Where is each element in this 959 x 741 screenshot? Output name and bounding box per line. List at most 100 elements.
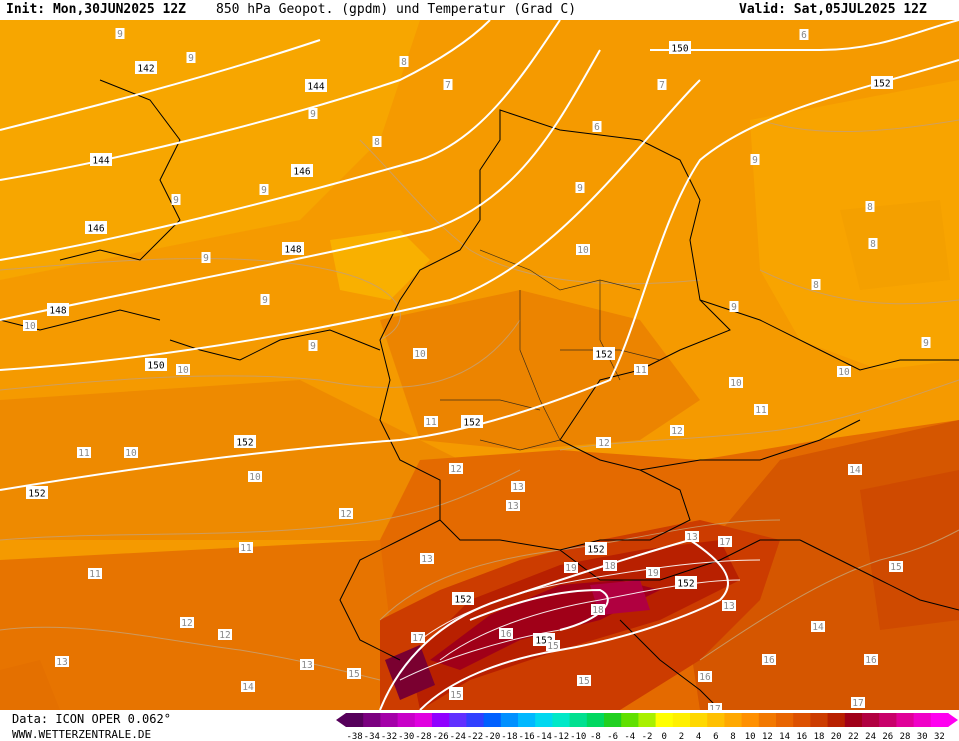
geopotential-label: 146: [85, 221, 107, 235]
geopotential-label-text: 152: [873, 79, 890, 90]
temperature-label-bg: [259, 184, 269, 195]
geopotential-labels: 1421441441461461481481501501521521521521…: [26, 41, 893, 647]
temperature-label: 13: [511, 481, 525, 493]
temperature-label-text: 8: [374, 137, 380, 148]
geopotential-label-text: 146: [293, 167, 310, 178]
temperature-label: 16: [499, 628, 513, 640]
temperature-label-text: 16: [865, 655, 877, 666]
colorbar-tick-label: 24: [865, 732, 876, 741]
colorbar-tick-label: 2: [679, 732, 684, 741]
colorbar-swatch: [621, 713, 639, 727]
geopotential-label: 142: [135, 61, 157, 75]
temperature-label-text: 11: [425, 417, 437, 428]
colorbar-swatch: [552, 713, 571, 727]
colorbar-swatch: [672, 713, 691, 727]
temperature-label-bg: [657, 79, 667, 90]
temperature-label-bg: [308, 340, 318, 351]
temperature-label-bg: [449, 689, 463, 700]
austria-border: [559, 539, 800, 581]
colorbar-swatch: [535, 713, 553, 727]
temperature-label: 13: [300, 659, 314, 671]
geopotential-label-text: 152: [535, 636, 552, 647]
temperature-label: 17: [718, 536, 732, 548]
geopotential-label: 144: [90, 153, 112, 167]
geopotential-label-text: 152: [236, 438, 253, 449]
temperature-label-text: 9: [188, 53, 194, 64]
colorbar-swatch: [518, 713, 536, 727]
temperature-label-text: 10: [125, 448, 137, 459]
geopotential-label-bg: [234, 435, 256, 448]
geopotential-label-text: 152: [595, 350, 612, 361]
hungary-border: [799, 539, 959, 611]
temperature-label: 14: [848, 464, 862, 476]
temperature-label-text: 9: [752, 155, 758, 166]
temperature-label: 10: [248, 471, 262, 483]
temperature-label: 9: [308, 340, 318, 352]
temperature-labels: 9 9 8 7 7 6 6 9 8 9 9 8 9 9 10 10 10 9 9 9 10 10 10 11 11 11 12 12 1…: [23, 28, 931, 715]
temperature-label-bg: [218, 629, 232, 640]
colorbar-swatch: [414, 713, 433, 727]
geopotential-label-text: 150: [671, 44, 688, 55]
temperature-label-bg: [762, 654, 776, 665]
geopotential-label: 148: [47, 303, 69, 317]
colorbar-tick-label: -30: [398, 732, 414, 741]
colorbar-swatch: [758, 713, 777, 727]
temperature-label-bg: [55, 656, 69, 667]
temperature-label-text: 9: [923, 338, 929, 349]
colorbar-swatch: [913, 713, 932, 727]
temperature-label-bg: [921, 337, 931, 348]
temperature-label-text: 10: [838, 367, 850, 378]
geopotential-label: 152: [593, 347, 615, 361]
temperature-label: 10: [729, 377, 743, 389]
temperature-label: 15: [577, 675, 591, 687]
temperature-label-bg: [575, 182, 585, 193]
contour-150-b: [650, 19, 959, 51]
temperature-label-text: 11: [635, 365, 647, 376]
temperature-label: 13: [685, 531, 699, 543]
temperature-label-text: 15: [890, 562, 901, 573]
colorbar-arrow-left: [336, 713, 346, 727]
colorbar-tick-label: -14: [536, 732, 552, 741]
temperature-label: 8: [865, 201, 875, 213]
contour-148: [0, 49, 601, 321]
temperature-label: 9: [115, 28, 125, 40]
temperature-label-text: 16: [500, 629, 512, 640]
temperature-label: 17: [708, 703, 722, 715]
temperature-label: 6: [799, 29, 809, 41]
colorbar-swatch: [655, 713, 674, 727]
temperature-label: 14: [811, 621, 825, 633]
temperature-label-text: 14: [242, 682, 254, 693]
italy-slovenia-border: [619, 619, 721, 711]
temperature-label-text: 16: [699, 672, 711, 683]
temperature-label-bg: [171, 194, 181, 205]
colorbar-tick-label: -26: [432, 732, 448, 741]
temperature-label: 11: [77, 447, 91, 459]
temperature-label: 13: [420, 553, 434, 565]
temperature-label-text: 10: [414, 349, 426, 360]
geopotential-label-text: 152: [454, 595, 471, 606]
temperature-label-text: 18: [592, 605, 604, 616]
colorbar-swatch: [776, 713, 794, 727]
temperature-zone-12: [0, 540, 400, 710]
geopotential-label: 152: [585, 542, 607, 556]
temperature-label-bg: [241, 681, 255, 692]
colorbar-tick-label: -8: [590, 732, 601, 741]
colorbar-tick-label: 16: [796, 732, 807, 741]
geopotential-label-bg: [585, 542, 607, 555]
temperature-label-text: 13: [686, 532, 697, 543]
temperature-zone-8b: [840, 200, 950, 290]
temperature-label-text: 9: [310, 109, 316, 120]
temperature-label-text: 11: [78, 448, 90, 459]
temperature-label-bg: [718, 536, 732, 547]
temperature-label: 11: [424, 416, 438, 428]
temperature-label-bg: [811, 621, 825, 632]
colorbar-swatch: [346, 713, 364, 727]
geopotential-label-text: 152: [587, 545, 604, 556]
temperature-label-text: 15: [450, 690, 461, 701]
temperature-label: 7: [443, 79, 453, 91]
geopotential-label-text: 152: [28, 489, 45, 500]
colorbar-arrow-right: [948, 713, 958, 727]
temperature-label-bg: [670, 425, 684, 436]
temperature-label-bg: [851, 697, 865, 708]
colorbar-swatch: [690, 713, 708, 727]
